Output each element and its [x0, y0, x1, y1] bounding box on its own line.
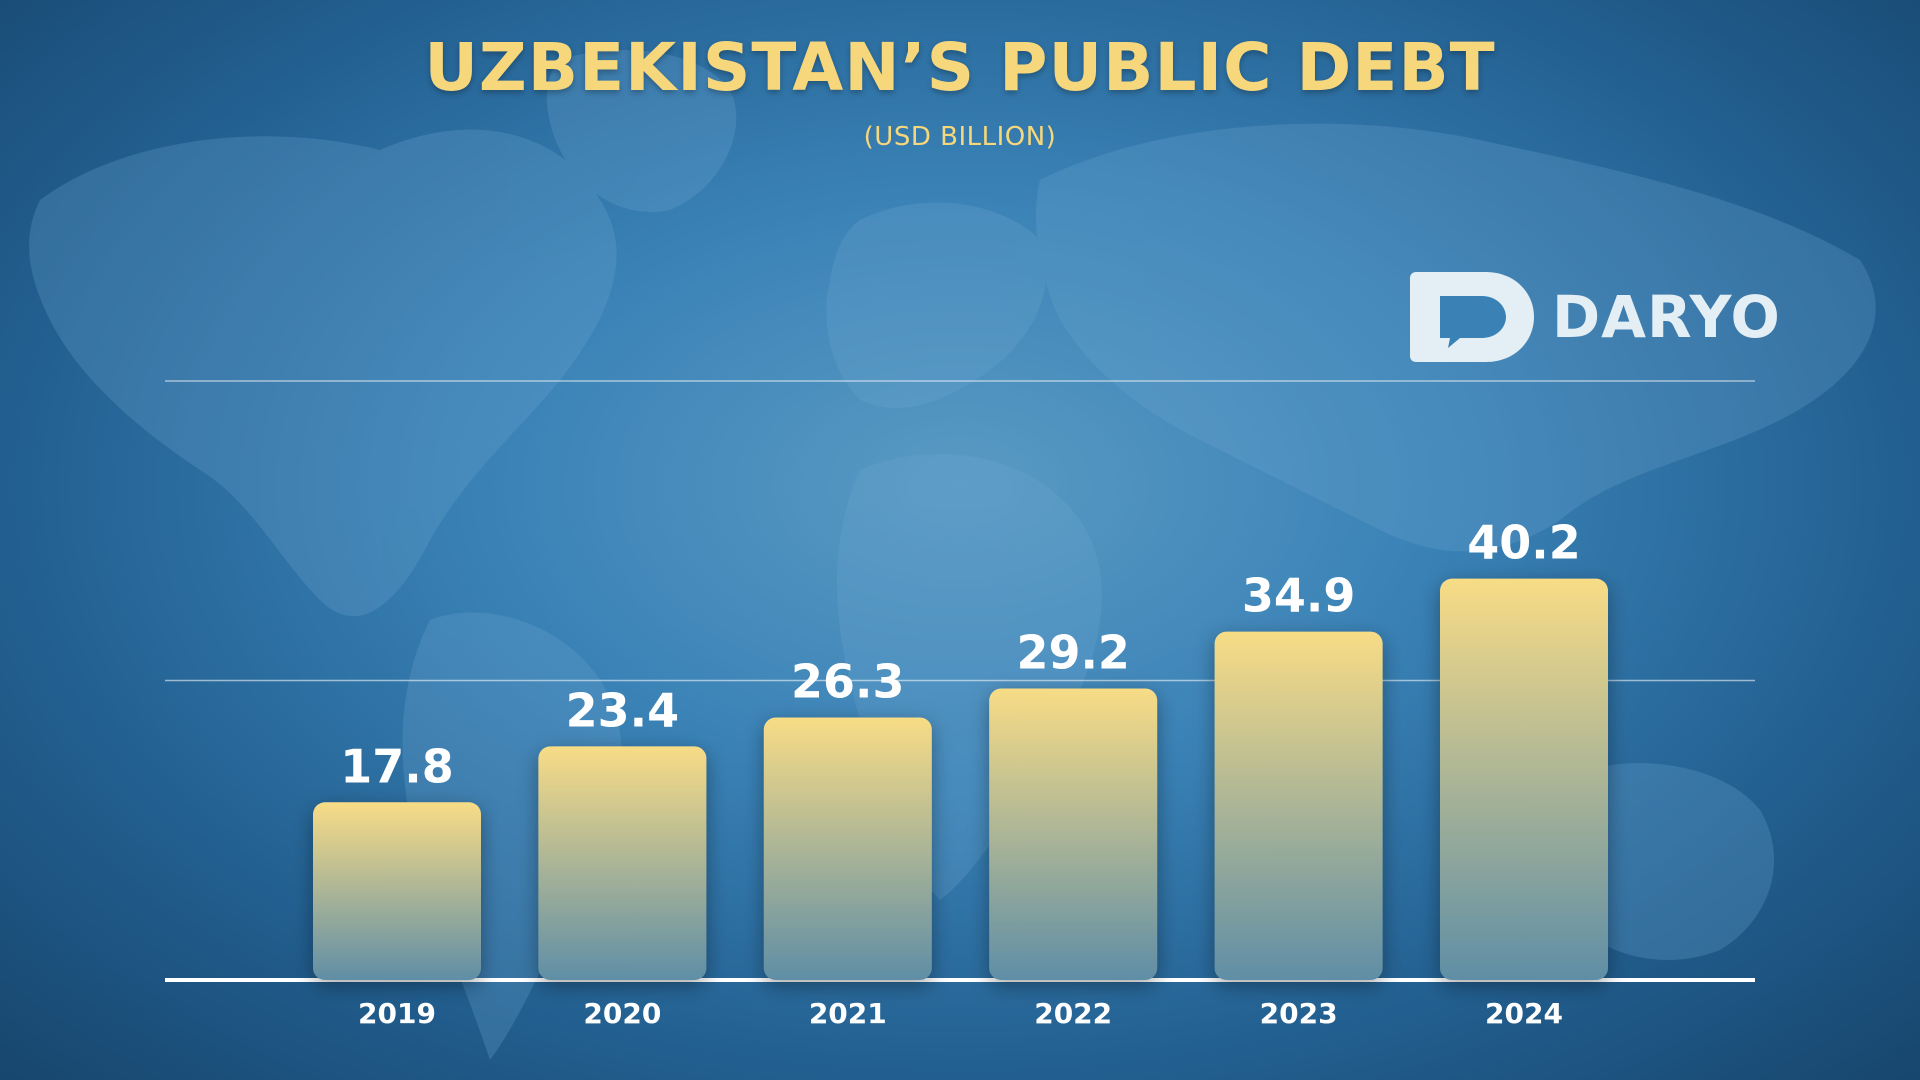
daryo-logo-icon	[1410, 272, 1534, 362]
bar-2020	[538, 746, 707, 980]
chart-header: UZBEKISTAN’S PUBLIC DEBT (USD BILLION)	[0, 28, 1920, 152]
daryo-logo: DARYO	[1410, 272, 1781, 362]
value-label-2021: 26.3	[791, 654, 905, 708]
bar-2022	[989, 688, 1158, 980]
bar-2024	[1440, 578, 1608, 980]
bar-2023	[1214, 631, 1383, 980]
chart-title: UZBEKISTAN’S PUBLIC DEBT	[424, 29, 1496, 106]
bar-2019	[313, 802, 481, 980]
bar-2021	[763, 717, 932, 980]
value-label-2020: 23.4	[566, 683, 680, 737]
x-tick-label-2020: 2020	[583, 997, 661, 1030]
value-label-2022: 29.2	[1016, 625, 1130, 679]
value-label-2023: 34.9	[1242, 569, 1356, 623]
value-label-2019: 17.8	[340, 739, 454, 793]
x-tick-label-2023: 2023	[1260, 997, 1338, 1030]
chart-subtitle: (USD BILLION)	[863, 122, 1057, 152]
daryo-logo-text: DARYO	[1552, 283, 1781, 351]
x-tick-label-2022: 2022	[1034, 997, 1112, 1030]
x-tick-label-2024: 2024	[1485, 997, 1563, 1030]
value-label-2024: 40.2	[1467, 516, 1581, 570]
x-tick-label-2019: 2019	[358, 997, 436, 1030]
x-tick-label-2021: 2021	[809, 997, 887, 1030]
